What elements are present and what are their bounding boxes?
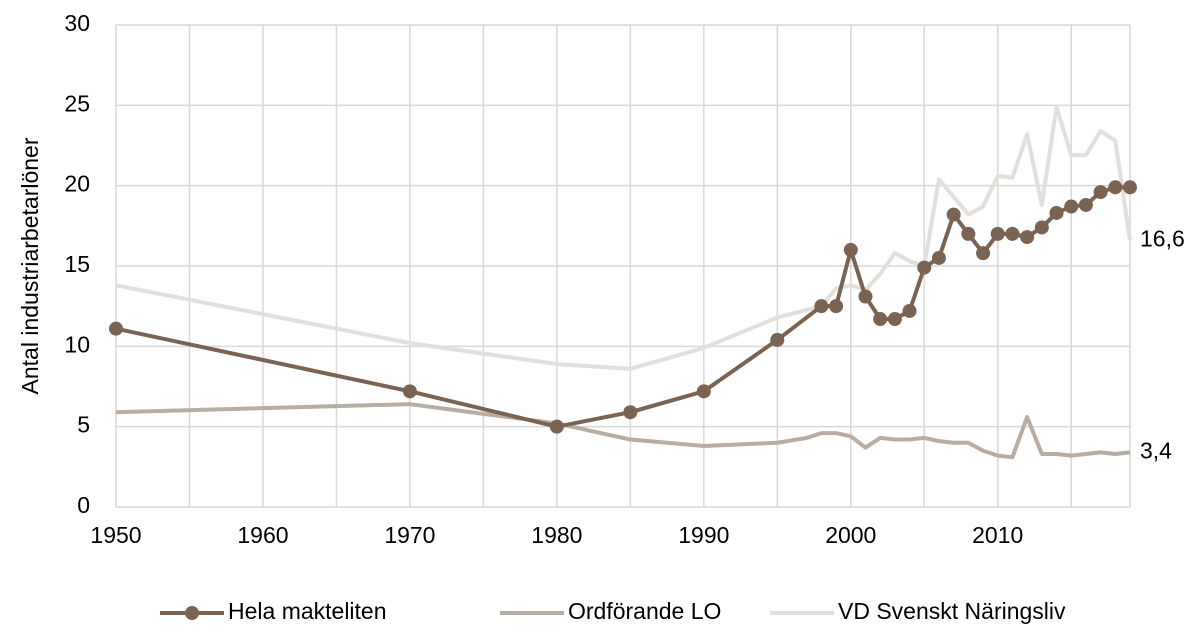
series-line [115,402,1131,460]
x-tick-label: 1960 [237,522,288,548]
marker [976,246,991,261]
y-tick-label: 30 [64,10,90,36]
legend-label: Hela makteliten [228,598,387,624]
marker [902,303,917,318]
y-tick-label: 10 [64,331,90,357]
marker [917,260,932,275]
marker [1123,180,1137,195]
marker [1064,199,1079,214]
marker [1108,180,1123,195]
x-tick-label: 2010 [972,522,1023,548]
marker [402,384,417,399]
y-tick-label: 0 [77,492,90,518]
legend-label: VD Svenskt Näringsliv [838,598,1066,624]
legend-label: Ordförande LO [568,598,721,624]
marker [931,250,946,265]
marker [109,321,123,336]
marker [961,226,976,241]
marker [770,332,785,347]
marker [829,299,844,314]
y-tick-label: 15 [64,251,90,277]
x-tick-label: 1970 [384,522,435,548]
x-tick-label: 1950 [90,522,141,548]
marker [1049,205,1064,220]
value-label: 3,4 [1140,437,1172,463]
y-axis-label: Antal industriarbetarlöner [17,137,43,394]
x-tick-label: 2000 [825,522,876,548]
x-tick-label: 1980 [531,522,582,548]
y-tick-label: 5 [77,412,90,438]
y-tick-label: 20 [64,171,90,197]
marker [623,405,638,420]
x-tick-label: 1990 [678,522,729,548]
marker [1005,226,1020,241]
marker [990,226,1005,241]
marker [843,242,858,257]
legend-marker [185,606,199,620]
marker [1034,220,1049,235]
marker [1093,185,1108,200]
value-label: 16,6 [1140,225,1185,251]
marker [946,207,961,222]
series-line [115,104,1132,371]
series-line [115,185,1130,429]
marker [549,419,564,434]
marker [1078,197,1093,212]
marker [887,312,902,327]
marker [873,312,888,327]
marker [858,289,873,304]
y-tick-label: 25 [64,90,90,116]
marker [814,299,829,314]
marker [696,384,711,399]
marker [1020,230,1035,245]
